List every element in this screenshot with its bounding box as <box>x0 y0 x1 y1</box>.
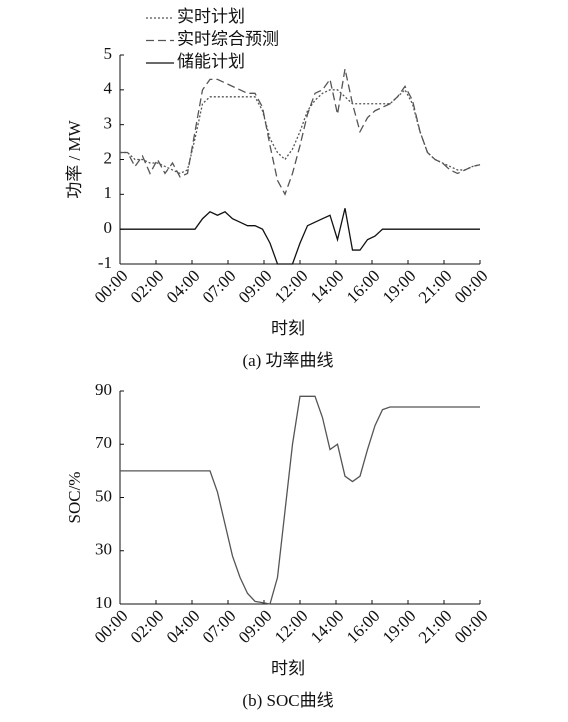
y-tick-label: 3 <box>104 114 113 133</box>
x-tick-label: 07:00 <box>199 606 240 647</box>
x-tick-label: 09:00 <box>235 606 276 647</box>
x-tick-label: 02:00 <box>127 266 168 307</box>
x-tick-label: 12:00 <box>271 266 312 307</box>
y-tick-label: 30 <box>95 540 112 559</box>
legend-label: 实时计划 <box>177 7 245 26</box>
x-tick-label: 19:00 <box>379 266 420 307</box>
x-tick-label: 21:00 <box>415 266 456 307</box>
y-tick-label: 90 <box>95 380 112 399</box>
x-axis-title: 时刻 <box>271 659 305 678</box>
x-tick-label: 16:00 <box>343 266 384 307</box>
y-tick-label: 0 <box>104 218 113 237</box>
y-tick-label: 50 <box>95 486 112 505</box>
series-line <box>120 68 481 196</box>
x-axis-title: 时刻 <box>271 319 305 338</box>
x-tick-label: 04:00 <box>163 606 204 647</box>
x-tick-label: 19:00 <box>379 606 420 647</box>
y-tick-label: 2 <box>104 148 113 167</box>
x-tick-label: 12:00 <box>271 606 312 647</box>
x-tick-label: 14:00 <box>307 266 348 307</box>
x-tick-label: 21:00 <box>415 606 456 647</box>
y-tick-label: 10 <box>95 593 112 612</box>
caption: (a) 功率曲线 <box>242 351 333 370</box>
x-tick-label: 00:00 <box>91 606 132 647</box>
series-line <box>120 395 480 605</box>
x-tick-label: 04:00 <box>163 266 204 307</box>
y-tick-label: -1 <box>98 253 112 272</box>
y-axis-title: 功率 / MW <box>65 119 84 198</box>
y-tick-label: 70 <box>95 433 112 452</box>
y-tick-label: 5 <box>104 44 113 63</box>
x-tick-label: 00:00 <box>451 606 492 647</box>
series-line <box>120 88 481 175</box>
series-line <box>120 208 480 265</box>
x-tick-label: 02:00 <box>127 606 168 647</box>
legend-label: 储能计划 <box>177 52 245 71</box>
y-axis-title: SOC/% <box>65 472 84 524</box>
x-tick-label: 09:00 <box>235 266 276 307</box>
x-tick-label: 00:00 <box>451 266 492 307</box>
x-tick-label: 14:00 <box>307 606 348 647</box>
x-tick-label: 00:00 <box>91 266 132 307</box>
y-tick-label: 1 <box>104 183 113 202</box>
x-tick-label: 16:00 <box>343 606 384 647</box>
legend-label: 实时综合预测 <box>177 29 279 48</box>
caption: (b) SOC曲线 <box>242 691 333 710</box>
y-tick-label: 4 <box>104 79 113 98</box>
x-tick-label: 07:00 <box>199 266 240 307</box>
